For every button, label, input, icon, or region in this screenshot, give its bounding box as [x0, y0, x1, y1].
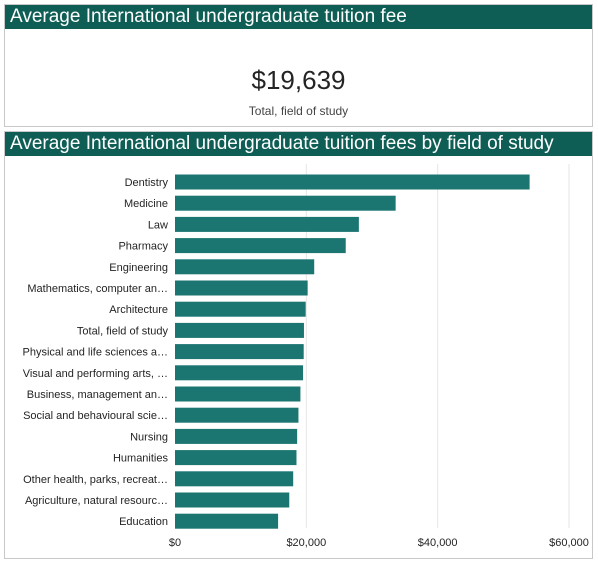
category-label: Education [119, 516, 168, 528]
category-label: Physical and life sciences a… [22, 347, 168, 359]
chart-panel: Average International undergraduate tuit… [4, 131, 593, 559]
category-label: Visual and performing arts, … [23, 368, 168, 380]
category-label: Social and behavioural scie… [23, 410, 168, 422]
bar[interactable] [175, 407, 299, 423]
x-tick-label: $40,000 [418, 537, 458, 549]
bar[interactable] [175, 280, 308, 296]
bar[interactable] [175, 174, 530, 190]
bar[interactable] [175, 301, 306, 317]
category-label: Pharmacy [118, 241, 168, 253]
bar[interactable] [175, 216, 359, 232]
kpi-card-title: Average International undergraduate tuit… [5, 5, 592, 29]
bar[interactable] [175, 450, 297, 466]
bar[interactable] [175, 322, 304, 338]
x-tick-label: $20,000 [286, 537, 326, 549]
kpi-card: Average International undergraduate tuit… [4, 4, 593, 127]
category-label: Architecture [109, 304, 168, 316]
bar[interactable] [175, 386, 301, 402]
category-label: Engineering [109, 262, 168, 274]
category-label: Total, field of study [77, 325, 169, 337]
category-label: Humanities [113, 453, 169, 465]
bar[interactable] [175, 513, 279, 529]
category-label: Agriculture, natural resourc… [25, 495, 168, 507]
bar[interactable] [175, 238, 346, 254]
category-label: Nursing [130, 431, 168, 443]
category-label: Medicine [124, 198, 168, 210]
x-tick-label: $0 [169, 537, 181, 549]
bar[interactable] [175, 428, 298, 444]
chart-title: Average International undergraduate tuit… [5, 132, 592, 156]
bar[interactable] [175, 344, 304, 360]
bar[interactable] [175, 365, 304, 381]
category-label: Other health, parks, recreat… [23, 474, 168, 486]
kpi-value: $19,639 [251, 65, 346, 95]
category-label: Business, management an… [27, 389, 168, 401]
bar[interactable] [175, 195, 396, 211]
category-label: Law [148, 219, 168, 231]
bar[interactable] [175, 471, 294, 487]
kpi-label: Total, field of study [248, 104, 349, 118]
bar[interactable] [175, 492, 290, 508]
bar[interactable] [175, 259, 315, 275]
bar-chart: $0 $20,000 $40,000 $60,000 Dentistry Medicine… [22, 164, 589, 549]
category-label: Mathematics, computer an… [27, 283, 168, 295]
category-label: Dentistry [125, 177, 169, 189]
x-tick-label: $60,000 [549, 537, 589, 549]
